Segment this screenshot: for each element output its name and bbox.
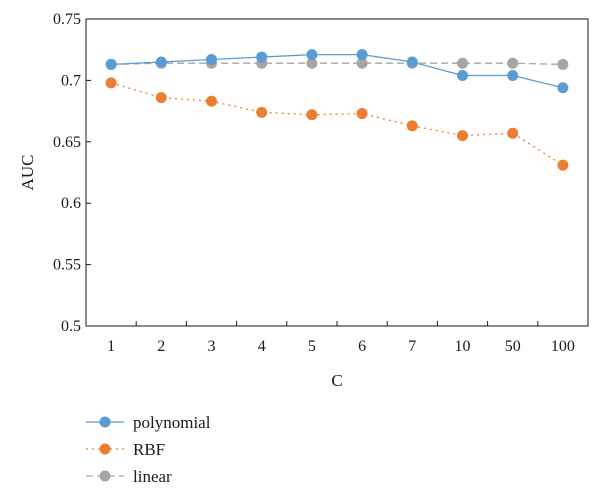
x-tick-label: 7 xyxy=(408,338,416,355)
y-tick-label: 0.75 xyxy=(53,11,81,28)
legend-item-linear: linear xyxy=(86,467,172,486)
series-line xyxy=(110,82,564,166)
data-point xyxy=(356,49,368,61)
x-tick-label: 6 xyxy=(358,338,366,355)
x-tick-label: 3 xyxy=(208,338,216,355)
data-point xyxy=(557,82,569,94)
legend-marker xyxy=(99,470,111,482)
series-line xyxy=(111,53,564,89)
data-point xyxy=(356,57,368,69)
data-point xyxy=(105,58,117,70)
data-point xyxy=(457,69,468,81)
data-point xyxy=(306,57,318,69)
data-point xyxy=(206,95,217,107)
y-axis-ticks: 0.5 0.55 0.6 0.65 0.7 0.75 xyxy=(53,11,91,335)
y-tick-label: 0.7 xyxy=(61,72,81,89)
x-tick-label: 10 xyxy=(455,338,471,355)
data-point xyxy=(406,120,418,132)
data-point xyxy=(256,106,268,118)
data-point xyxy=(256,51,268,63)
data-point xyxy=(306,49,318,61)
legend-label: RBF xyxy=(133,440,165,459)
legend-item-rbf: RBF xyxy=(86,440,165,459)
y-tick-label: 0.65 xyxy=(53,134,81,151)
series-rbf xyxy=(105,77,569,171)
legend-item-polynomial: polynomial xyxy=(86,413,211,432)
data-point xyxy=(155,92,167,104)
data-point xyxy=(507,69,519,81)
series-linear xyxy=(105,57,569,70)
data-point xyxy=(557,58,569,70)
series-layer xyxy=(105,49,569,171)
x-tick-label: 100 xyxy=(551,338,575,355)
data-point xyxy=(457,130,468,142)
y-tick-label: 0.6 xyxy=(61,195,81,212)
data-point xyxy=(356,108,368,120)
data-point xyxy=(155,56,167,68)
x-axis-ticks: 1 2 3 4 5 6 7 10 50 100 xyxy=(85,321,589,355)
legend-marker xyxy=(99,443,111,455)
x-tick-label: 1 xyxy=(107,338,115,355)
data-point xyxy=(406,56,418,68)
legend-marker xyxy=(99,416,111,428)
data-point xyxy=(507,57,519,69)
data-point xyxy=(507,127,519,139)
data-point xyxy=(557,159,569,171)
data-point xyxy=(457,57,468,69)
legend-label: polynomial xyxy=(133,413,211,432)
y-tick-label: 0.5 xyxy=(61,318,81,335)
legend: polynomial RBF linear xyxy=(86,413,211,486)
legend-label: linear xyxy=(133,467,172,486)
series-line xyxy=(111,62,563,66)
y-tick-label: 0.55 xyxy=(53,257,81,274)
x-tick-label: 5 xyxy=(308,338,316,355)
x-axis-title: C xyxy=(331,371,342,390)
x-tick-label: 2 xyxy=(157,338,165,355)
y-axis-title: AUC xyxy=(18,155,37,191)
data-point xyxy=(206,54,217,66)
data-point xyxy=(105,77,117,89)
x-tick-label: 50 xyxy=(505,338,521,355)
series-polynomial xyxy=(105,49,569,94)
data-point xyxy=(306,109,318,121)
x-tick-label: 4 xyxy=(258,338,266,355)
